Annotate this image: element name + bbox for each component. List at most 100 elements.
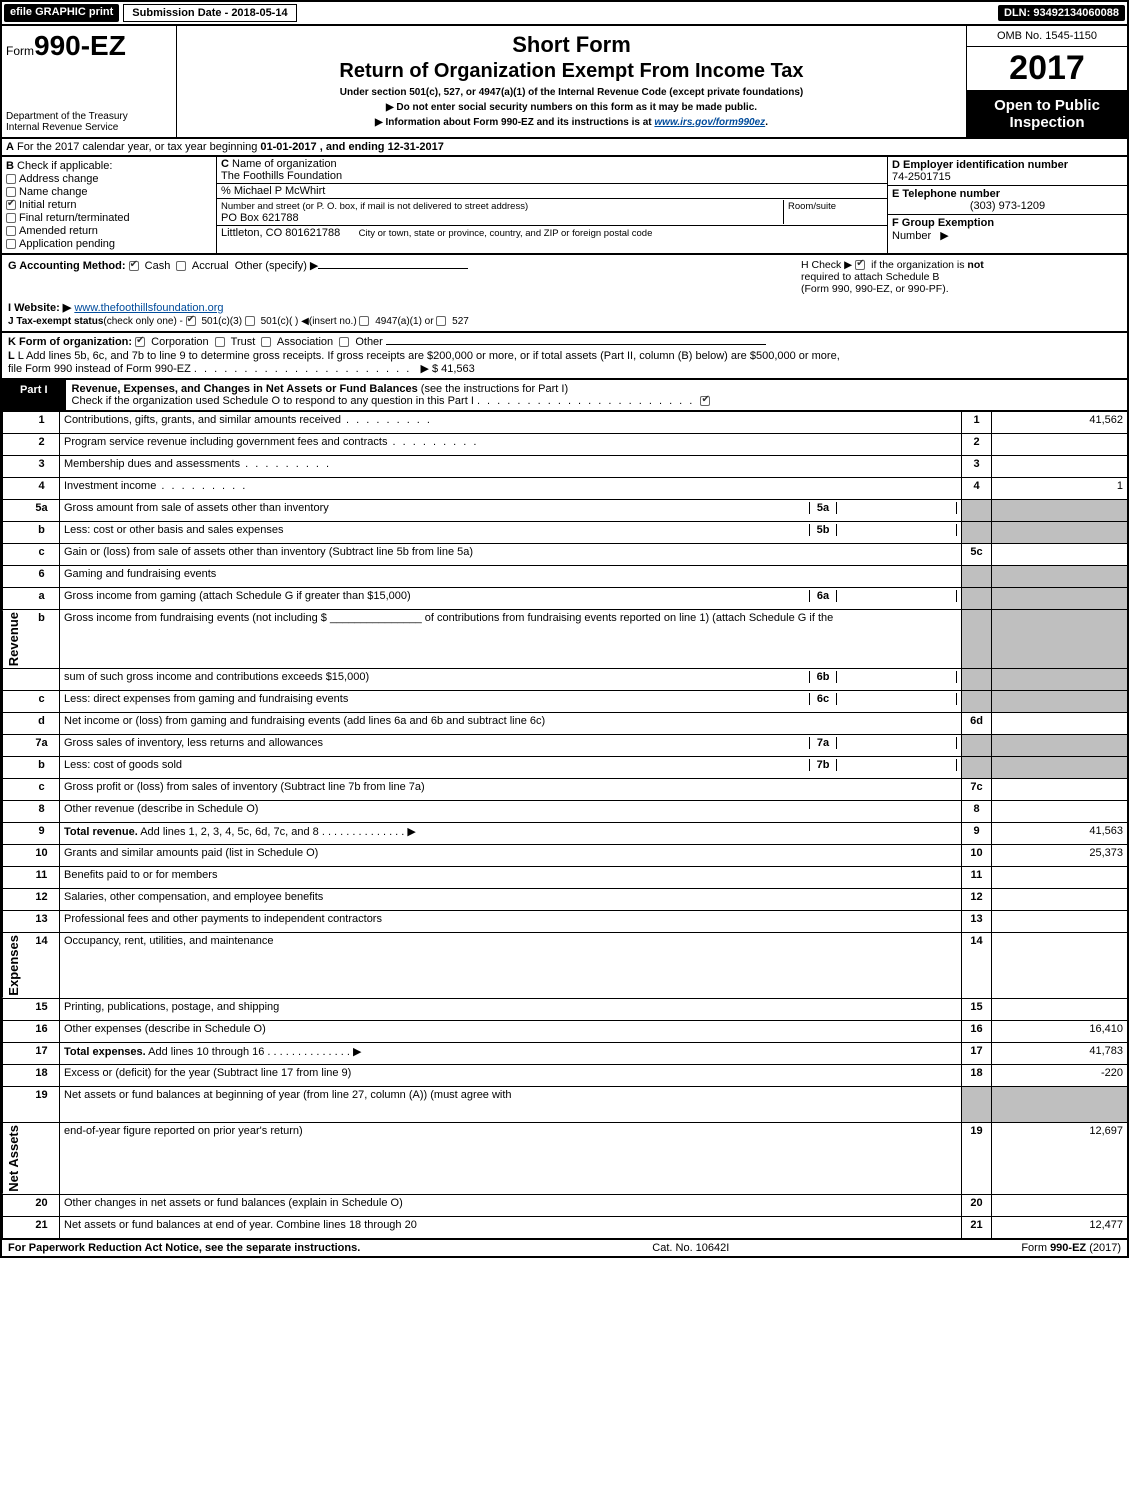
- cb-amended-return[interactable]: [6, 226, 16, 236]
- website-link[interactable]: www.thefoothillsfoundation.org: [74, 302, 223, 314]
- line-number: 15: [24, 999, 60, 1020]
- line-number: [24, 1123, 60, 1194]
- cb-cash[interactable]: [129, 261, 139, 271]
- cb-501c3[interactable]: [186, 316, 196, 326]
- line-number: 10: [24, 845, 60, 866]
- line-box-number: 13: [962, 911, 992, 932]
- line-text: Gross income from gaming (attach Schedul…: [60, 588, 962, 609]
- line-box-number: [962, 691, 992, 712]
- c-bold: C: [221, 158, 229, 170]
- section-side: [2, 478, 24, 499]
- line-value: [992, 999, 1127, 1020]
- line-number: 14: [24, 933, 60, 998]
- line-value: [992, 757, 1127, 778]
- line-row: 18Excess or (deficit) for the year (Subt…: [2, 1065, 1127, 1087]
- line-row: 4Investment income41: [2, 478, 1127, 500]
- irs-link[interactable]: www.irs.gov/form990ez: [654, 117, 765, 128]
- sub-line-value: [837, 759, 957, 771]
- cb-4947[interactable]: [359, 316, 369, 326]
- line-number: 4: [24, 478, 60, 499]
- line-row: RevenuebGross income from fundraising ev…: [2, 610, 1127, 669]
- cb-name-change[interactable]: [6, 187, 16, 197]
- header-col3: OMB No. 1545-1150 2017 Open to Public In…: [967, 26, 1127, 137]
- section-side: [2, 1021, 24, 1042]
- line-row: 3Membership dues and assessments3: [2, 456, 1127, 478]
- tax-year: 2017: [967, 47, 1127, 90]
- section-side: [2, 801, 24, 822]
- line-box-number: [962, 669, 992, 690]
- footer-right-bold: 990-EZ: [1050, 1242, 1086, 1254]
- sub-line-number: 7b: [809, 759, 837, 771]
- cb-association[interactable]: [261, 337, 271, 347]
- b-item-0: Address change: [19, 173, 99, 185]
- line-value: [992, 911, 1127, 932]
- line-text: Printing, publications, postage, and shi…: [60, 999, 962, 1020]
- top-bar: efile GRAPHIC print Submission Date - 20…: [0, 0, 1129, 24]
- line-row: 10Grants and similar amounts paid (list …: [2, 845, 1127, 867]
- cb-accrual[interactable]: [176, 261, 186, 271]
- section-side: Expenses: [2, 933, 24, 998]
- cb-part-i-schedule-o[interactable]: [700, 396, 710, 406]
- section-b: B Check if applicable: Address change Na…: [2, 157, 217, 253]
- cb-other-org[interactable]: [339, 337, 349, 347]
- line-box-number: 18: [962, 1065, 992, 1086]
- line-value: -220: [992, 1065, 1127, 1086]
- l-row: L L Add lines 5b, 6c, and 7b to line 9 t…: [8, 350, 1121, 375]
- section-side: [2, 757, 24, 778]
- sub-line-value: [837, 524, 957, 536]
- line-value: [992, 779, 1127, 800]
- section-side: [2, 412, 24, 433]
- warn-ssn: Do not enter social security numbers on …: [183, 102, 960, 113]
- c-label: Name of organization: [232, 158, 337, 170]
- line-number: c: [24, 779, 60, 800]
- cb-initial-return[interactable]: [6, 200, 16, 210]
- city-label: City or town, state or province, country…: [359, 228, 653, 239]
- cb-527[interactable]: [436, 316, 446, 326]
- line-text: Total expenses. Add lines 10 through 16 …: [60, 1043, 962, 1064]
- cb-trust[interactable]: [215, 337, 225, 347]
- line-text: Less: cost of goods sold7b: [60, 757, 962, 778]
- line-number: 18: [24, 1065, 60, 1086]
- g-other-line[interactable]: [318, 268, 468, 269]
- line-text: Membership dues and assessments: [60, 456, 962, 477]
- open-line2: Inspection: [971, 114, 1123, 131]
- line-value: [992, 566, 1127, 587]
- line-text: Less: direct expenses from gaming and fu…: [60, 691, 962, 712]
- cb-application-pending[interactable]: [6, 239, 16, 249]
- line-box-number: [962, 1087, 992, 1122]
- B-label: B: [6, 160, 14, 172]
- section-side: [2, 588, 24, 609]
- cb-corporation[interactable]: [135, 337, 145, 347]
- short-form-label: Short Form: [183, 32, 960, 58]
- line-row: 15Printing, publications, postage, and s…: [2, 999, 1127, 1021]
- line-text: Gross income from fundraising events (no…: [60, 610, 962, 668]
- footer-right: Form 990-EZ (2017): [1021, 1242, 1121, 1254]
- i-row: I Website: ▶ www.thefoothillsfoundation.…: [8, 301, 1121, 314]
- e-label: E Telephone number: [892, 188, 1000, 200]
- cb-address-change[interactable]: [6, 174, 16, 184]
- line-box-number: [962, 588, 992, 609]
- part-i-text: Revenue, Expenses, and Changes in Net As…: [66, 380, 1127, 410]
- b-item-1: Name change: [19, 186, 88, 198]
- k-other-line[interactable]: [386, 344, 766, 345]
- section-side: [2, 823, 24, 844]
- line-row: aGross income from gaming (attach Schedu…: [2, 588, 1127, 610]
- line-box-number: 3: [962, 456, 992, 477]
- line-value: [992, 889, 1127, 910]
- addr-label: Number and street (or P. O. box, if mail…: [221, 201, 528, 212]
- footer-left: For Paperwork Reduction Act Notice, see …: [8, 1242, 360, 1254]
- line-value: 25,373: [992, 845, 1127, 866]
- line-number: 6: [24, 566, 60, 587]
- line-number: 7a: [24, 735, 60, 756]
- line-number: 8: [24, 801, 60, 822]
- cb-final-return[interactable]: [6, 213, 16, 223]
- addr-value: PO Box 621788: [221, 212, 299, 224]
- line-row: Expenses14Occupancy, rent, utilities, an…: [2, 933, 1127, 999]
- section-side: [2, 1217, 24, 1238]
- cb-h[interactable]: [855, 260, 865, 270]
- ein-value: 74-2501715: [892, 171, 951, 183]
- line-value: 12,477: [992, 1217, 1127, 1238]
- org-name: The Foothills Foundation: [221, 170, 342, 182]
- cb-501c[interactable]: [245, 316, 255, 326]
- line-value: 1: [992, 478, 1127, 499]
